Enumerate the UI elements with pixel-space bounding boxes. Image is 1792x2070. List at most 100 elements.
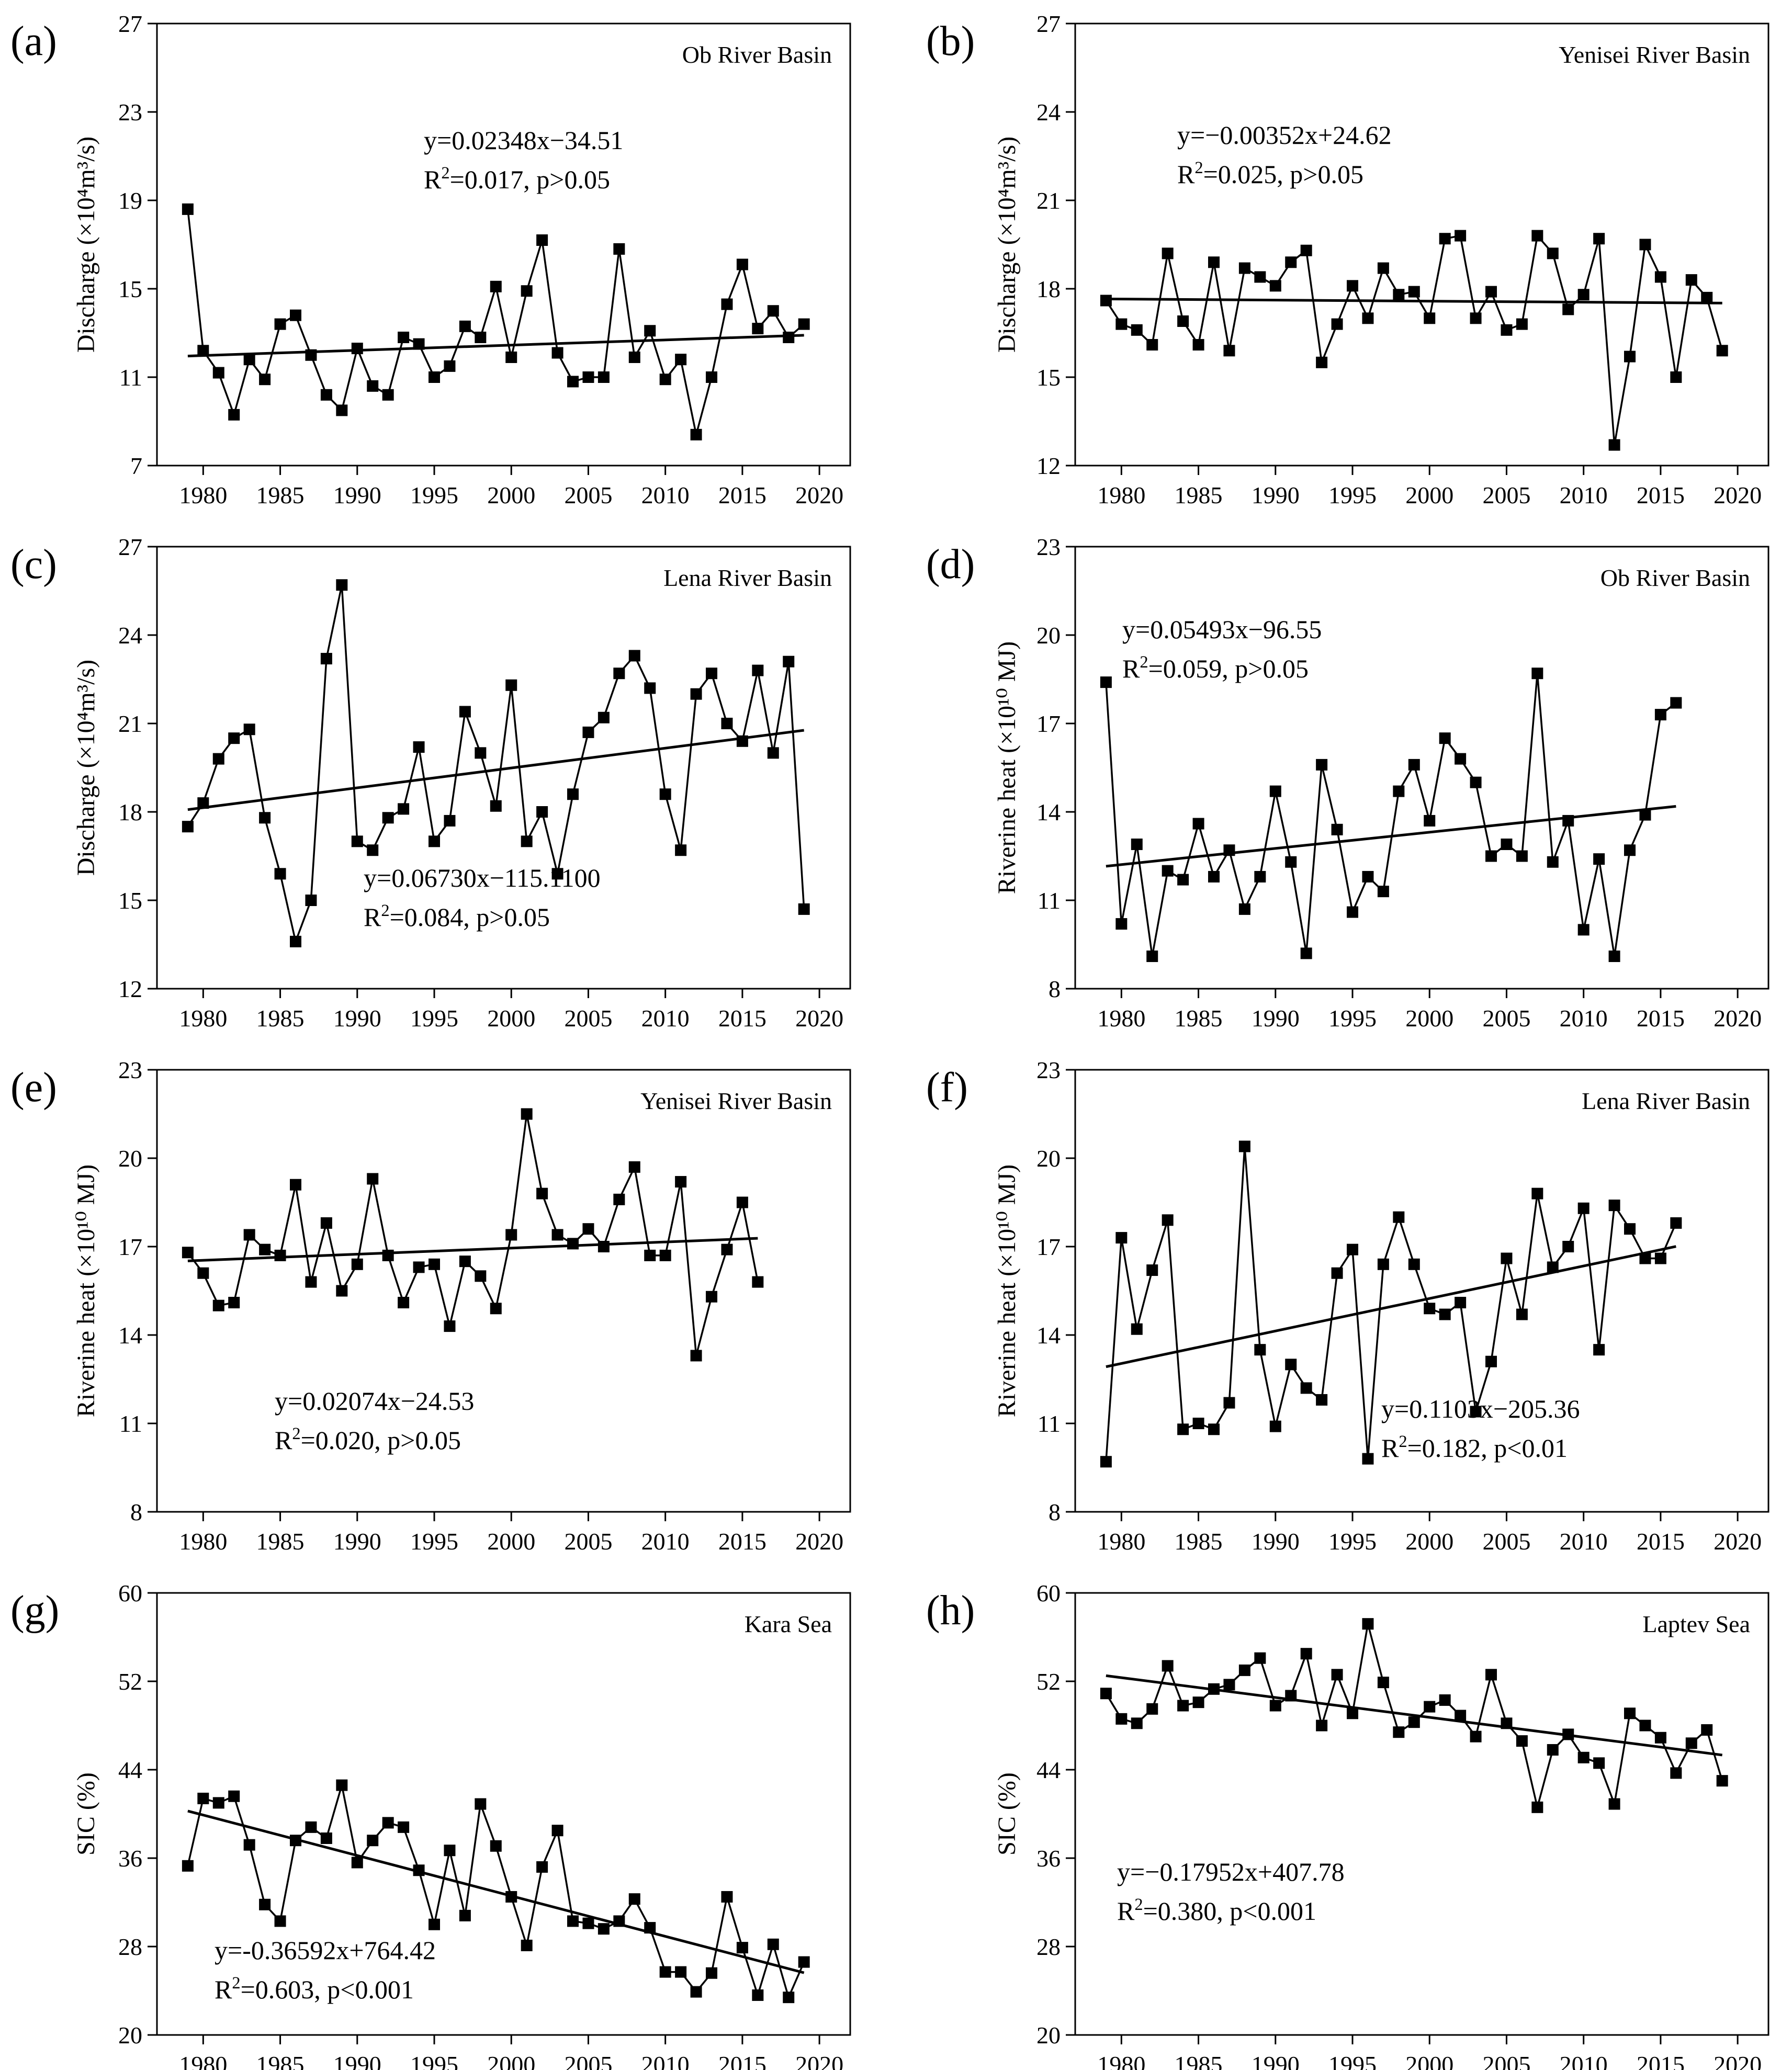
data-point [659,1966,671,1978]
data-point [1670,1217,1682,1229]
chart-panel-g: (g) 20 28 36 44 52 60 1980 1985 1990 1995 2000 2005 2… [10,1580,851,2070]
data-point [582,371,594,383]
data-point [1593,1344,1605,1356]
data-point [1716,1775,1728,1787]
y-tick-label: 15 [118,276,142,302]
data-point [290,1835,301,1847]
data-point [243,354,255,366]
x-tick-label: 1990 [333,482,381,508]
x-tick-label: 1980 [1097,482,1145,508]
x-tick-label: 2000 [1405,1528,1453,1555]
data-point [243,723,255,736]
data-point [1547,1261,1559,1273]
data-point [1485,850,1497,862]
data-point [351,1857,363,1869]
data-point [444,360,456,372]
x-tick-label: 2000 [1405,1005,1453,1032]
data-point [1146,339,1158,351]
data-point [567,1915,579,1927]
chart-title: Laptev Sea [1642,1611,1750,1637]
data-point [1238,903,1250,915]
data-point [551,1825,563,1837]
x-tick-label: 2010 [641,2051,690,2070]
data-point [1439,233,1451,245]
data-point [613,668,625,680]
chart-panel-d: (d) 8 11 14 17 20 23 1980 1985 1990 1995 2000 2005 20… [926,534,1770,1032]
data-point [690,428,702,440]
data-point [1670,1767,1682,1779]
data-point [1131,1717,1143,1729]
data-point [228,1790,240,1802]
trend-line [187,334,804,358]
data-point [706,1291,717,1303]
plot-frame [156,1069,851,1513]
data-point [1393,785,1405,797]
data-point [1701,291,1713,303]
data-point [336,404,348,416]
y-tick-label: 20 [118,1145,142,1172]
chart-panel-b: (b) 12 15 18 21 24 27 1980 1985 1990 1995 2000 2005 2… [926,10,1770,508]
y-axis-label: Riverine heat (×10¹⁰ MJ) [993,641,1021,894]
data-point [1562,303,1574,315]
data-point [598,711,610,723]
y-tick-label: 44 [118,1757,142,1783]
y-tick-label: 15 [1036,364,1061,391]
y-tick-label: 36 [118,1845,142,1872]
y-tick-label: 44 [1036,1757,1061,1783]
x-tick-label: 1990 [1252,2051,1300,2070]
data-point [413,741,425,753]
y-tick-label: 15 [118,887,142,914]
data-point [1547,1744,1559,1756]
y-axis-label: Riverine heat (×10¹⁰ MJ) [993,1164,1021,1417]
data-point [1485,1355,1497,1367]
trend-stats: R2=0.020, p>0.05 [275,1424,461,1455]
data-point [1331,1267,1343,1279]
y-axis-label: Discharge (×10⁴m³/s) [72,660,100,876]
data-point [1685,274,1697,286]
data-point [490,800,502,812]
data-point [1362,312,1374,324]
chart-title: Yenisei River Basin [1559,41,1750,68]
plot-frame [1074,546,1770,990]
data-point [1577,924,1590,936]
data-point [1208,256,1220,268]
data-point [1562,815,1574,827]
data-point [1439,1694,1451,1706]
data-point [706,1967,717,1979]
data-point [320,653,332,665]
chart-title: Kara Sea [745,1611,832,1637]
data-point [1516,850,1528,862]
data-point [1146,1264,1158,1276]
x-tick-label: 2020 [795,2051,843,2070]
data-point [1285,856,1297,868]
data-point [690,688,702,700]
trend-stats: R2=0.084, p>0.05 [364,901,550,932]
data-point [1670,697,1682,709]
data-point [1300,947,1312,959]
x-tick-label: 1980 [1097,1005,1145,1032]
x-tick-label: 2005 [564,482,612,508]
chart-panel-h: (h) 20 28 36 44 52 60 1980 1985 1990 1995 2000 2005 2… [926,1580,1770,2070]
series-line [187,1113,759,1357]
data-point [721,298,733,310]
data-point [1331,1669,1343,1681]
x-tick-label: 2015 [718,1005,767,1032]
data-point [1455,230,1467,242]
data-point [1501,324,1513,336]
plot-frame [1074,1592,1770,2036]
y-tick-label: 23 [1036,534,1061,560]
data-point [767,747,779,759]
data-point [798,903,810,915]
y-tick-label: 12 [118,976,142,1002]
data-point [628,1161,640,1173]
y-tick-label: 20 [1036,1145,1061,1172]
data-point [1393,1726,1405,1738]
data-point [567,376,579,388]
data-point [1362,870,1374,883]
data-point [413,338,425,350]
data-point [1192,1418,1204,1429]
x-tick-label: 2000 [487,1005,535,1032]
data-point [490,1840,502,1852]
y-tick-label: 60 [1036,1580,1061,1607]
